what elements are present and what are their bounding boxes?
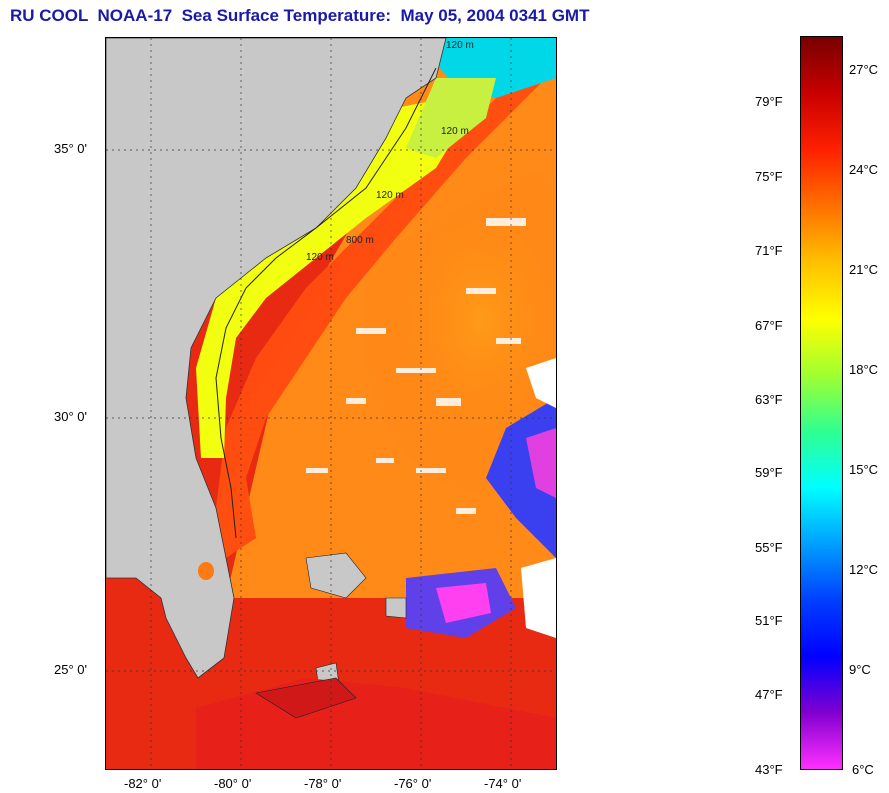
fahrenheit-label: 71°F <box>755 243 783 258</box>
contour-label: 120 m <box>376 190 404 201</box>
fahrenheit-label: 59°F <box>755 465 783 480</box>
fahrenheit-label: 79°F <box>755 94 783 109</box>
lon-label: -80° 0' <box>214 776 252 791</box>
map-title: RU COOL NOAA-17 Sea Surface Temperature:… <box>10 6 590 25</box>
lake <box>198 562 214 580</box>
lat-label: 25° 0' <box>54 662 87 677</box>
land-mass <box>106 38 447 679</box>
celsius-label: 18°C <box>849 362 879 377</box>
fahrenheit-label: 43°F <box>755 762 783 777</box>
temperature-colorbar <box>800 36 843 770</box>
shelf-water <box>196 98 466 458</box>
gulf-stream <box>216 48 556 558</box>
celsius-label: 6°C <box>852 762 874 777</box>
celsius-label: 12°C <box>849 562 879 577</box>
celsius-label: 9°C <box>849 662 871 677</box>
celsius-label: 15°C <box>849 462 879 477</box>
fahrenheit-label: 47°F <box>755 687 783 702</box>
contour-label: 120 m <box>306 252 334 263</box>
contour-label: 800 m <box>346 235 374 246</box>
sst-map[interactable]: 120 m 120 m 120 m 800 m 120 m <box>105 37 557 770</box>
lat-label: 35° 0' <box>54 141 87 156</box>
contour-label: 120 m <box>441 126 469 137</box>
fahrenheit-label: 67°F <box>755 318 783 333</box>
cold-water-north <box>416 38 556 98</box>
graticule <box>106 38 556 769</box>
lon-label: -74° 0' <box>484 776 522 791</box>
cloud-specks <box>306 218 526 514</box>
fahrenheit-label: 63°F <box>755 392 783 407</box>
sst-map-svg: 120 m 120 m 120 m 800 m 120 m <box>106 38 556 769</box>
celsius-label: 21°C <box>849 262 879 277</box>
fahrenheit-label: 55°F <box>755 540 783 555</box>
contour-label: 120 m <box>446 40 474 51</box>
celsius-label: 24°C <box>849 162 879 177</box>
fahrenheit-label: 75°F <box>755 169 783 184</box>
isobath-contour <box>215 67 437 539</box>
lon-label: -76° 0' <box>394 776 432 791</box>
lon-label: -78° 0' <box>304 776 342 791</box>
celsius-label: 27°C <box>849 62 879 77</box>
lat-label: 30° 0' <box>54 409 87 424</box>
fahrenheit-label: 51°F <box>755 613 783 628</box>
lon-label: -82° 0' <box>124 776 162 791</box>
